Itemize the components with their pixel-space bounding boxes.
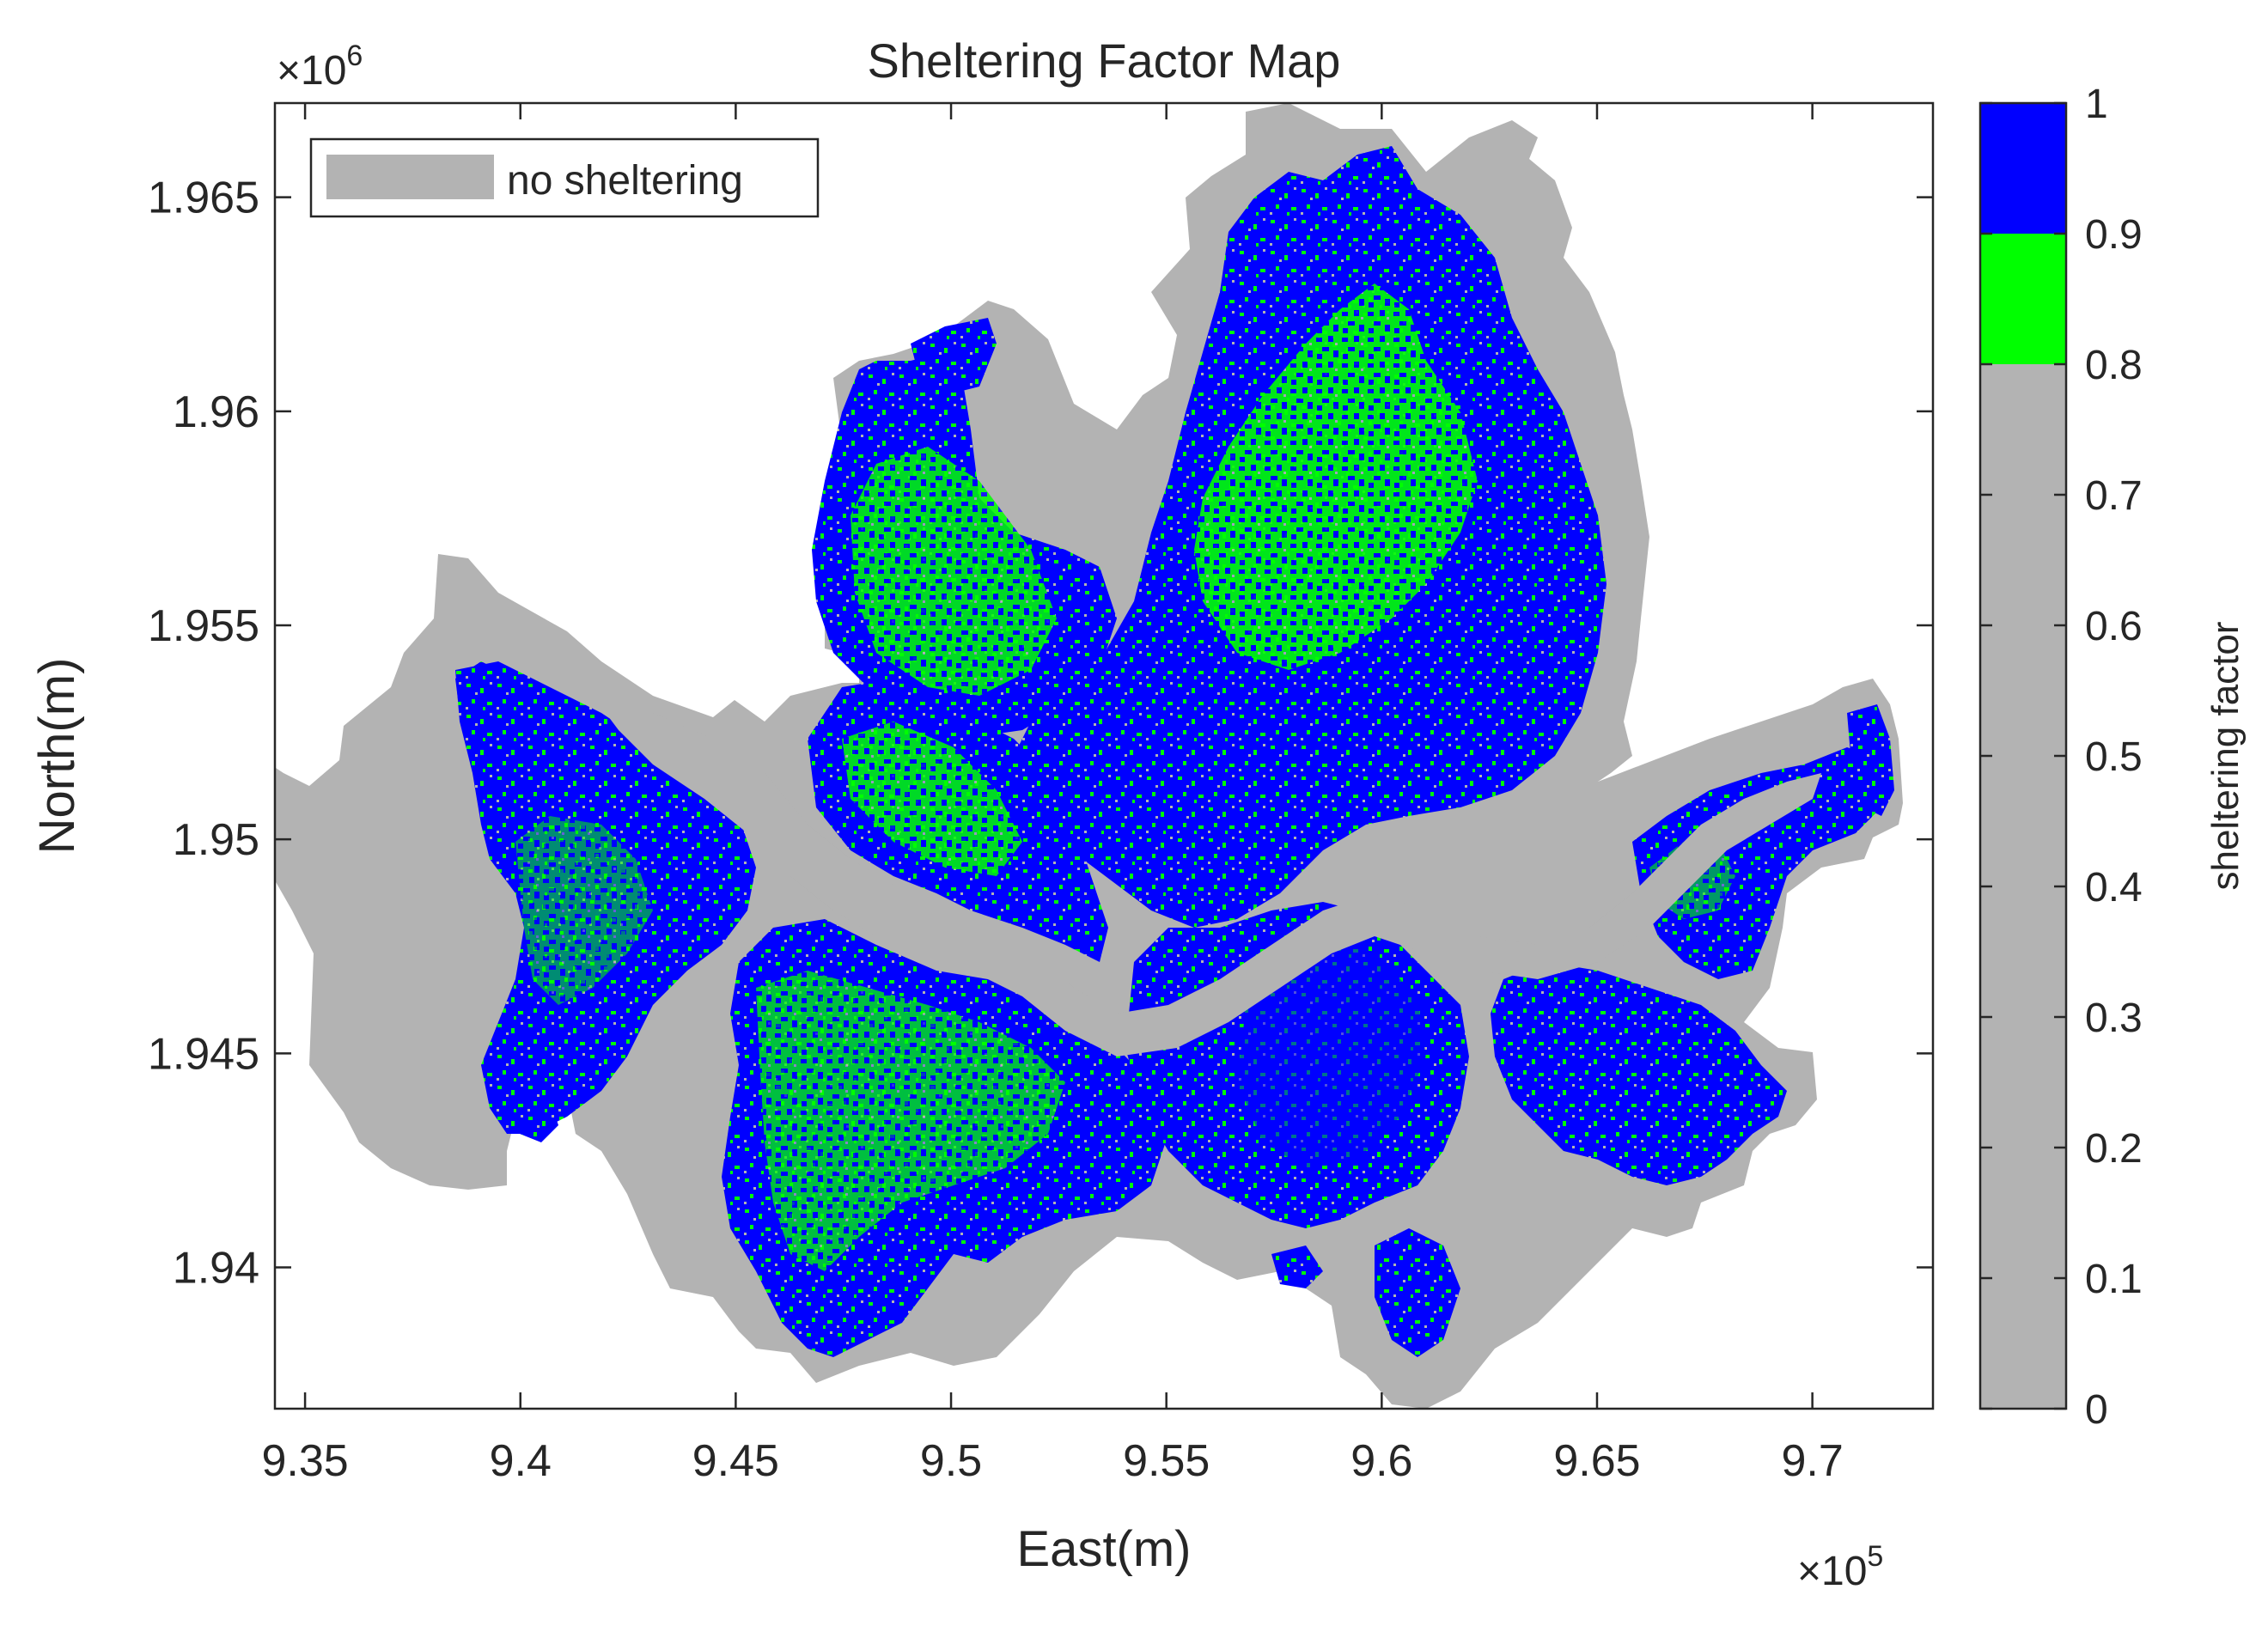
legend-label-no-sheltering: no sheltering bbox=[507, 158, 743, 204]
y-tick-label: 1.955 bbox=[148, 601, 259, 651]
colorbar-tick-label: 0.3 bbox=[2085, 996, 2143, 1041]
y-tick-label: 1.95 bbox=[173, 815, 259, 865]
colorbar: 0 0.1 0.2 0.3 0.4 0.5 0.6 0.7 0.8 0.9 1 sheltering… bbox=[1978, 82, 2247, 1433]
y-tick-label: 1.945 bbox=[148, 1029, 259, 1079]
y-tick-label: 1.94 bbox=[173, 1244, 259, 1294]
colorbar-tick-label: 0.1 bbox=[2085, 1257, 2143, 1302]
colorbar-tick-label: 0.9 bbox=[2085, 212, 2143, 258]
colorbar-tick-label: 0.6 bbox=[2085, 604, 2143, 649]
colorbar-tick-label: 1 bbox=[2085, 82, 2108, 127]
x-tick-label: 9.4 bbox=[490, 1436, 552, 1486]
colorbar-tick-label: 0.8 bbox=[2085, 343, 2143, 388]
y-axis-label: North(m) bbox=[29, 658, 85, 855]
x-axis-label: East(m) bbox=[1017, 1521, 1192, 1577]
map-area bbox=[273, 101, 1935, 1410]
river-region bbox=[593, 679, 1821, 1057]
x-tick-label: 9.45 bbox=[692, 1436, 779, 1486]
x-tick-label: 9.7 bbox=[1781, 1436, 1843, 1486]
colorbar-band bbox=[1980, 103, 2066, 234]
colorbar-band bbox=[1980, 234, 2066, 364]
map-title: Sheltering Factor Map bbox=[868, 33, 1341, 88]
colorbar-tick-label: 0.7 bbox=[2085, 473, 2143, 519]
colorbar-tick-label: 0 bbox=[2085, 1387, 2108, 1433]
y-axis-exponent: ×106 bbox=[277, 40, 363, 94]
x-tick-label: 9.6 bbox=[1350, 1436, 1412, 1486]
colorbar-tick-label: 0.5 bbox=[2085, 734, 2143, 780]
x-tick-label: 9.55 bbox=[1123, 1436, 1210, 1486]
x-tick-label: 9.5 bbox=[920, 1436, 982, 1486]
colorbar-bands bbox=[1980, 103, 2066, 1409]
colorbar-band bbox=[1980, 364, 2066, 1409]
legend-swatch-no-sheltering bbox=[326, 155, 494, 199]
y-tick-label: 1.96 bbox=[173, 387, 259, 437]
x-axis-exponent: ×105 bbox=[1797, 1540, 1883, 1594]
x-tick-label: 9.65 bbox=[1553, 1436, 1640, 1486]
legend: no sheltering bbox=[309, 137, 820, 218]
colorbar-ticks: 0 0.1 0.2 0.3 0.4 0.5 0.6 0.7 0.8 0.9 1 bbox=[1980, 82, 2143, 1433]
x-ticks: 9.35 9.4 9.45 9.5 9.55 9.6 9.65 9.7 bbox=[261, 103, 1844, 1486]
x-tick-label: 9.35 bbox=[261, 1436, 348, 1486]
y-ticks: 1.94 1.945 1.95 1.955 1.96 1.965 bbox=[148, 174, 1933, 1294]
colorbar-label: sheltering factor bbox=[2204, 621, 2247, 890]
colorbar-tick-label: 0.4 bbox=[2085, 865, 2143, 910]
axes-frame bbox=[273, 101, 1935, 1410]
y-tick-label: 1.965 bbox=[148, 174, 259, 223]
colorbar-tick-label: 0.2 bbox=[2085, 1126, 2143, 1172]
